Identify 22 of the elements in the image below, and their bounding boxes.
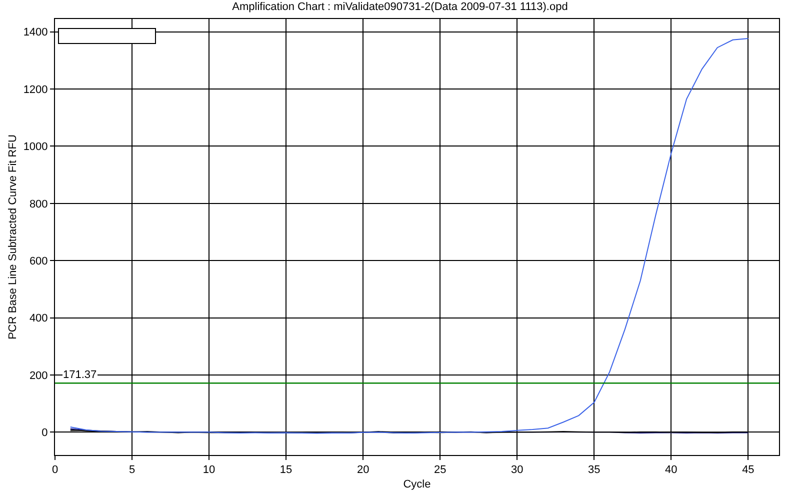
x-tick-label: 10 (202, 464, 216, 476)
y-tick-label: 200 (29, 370, 48, 382)
ref-line-label: 171.37 (63, 369, 97, 381)
x-tick-label: 15 (280, 464, 292, 476)
y-tick-label: 0 (42, 426, 48, 439)
x-axis-title: Cycle (403, 478, 431, 490)
y-tick-label: 1200 (23, 84, 48, 96)
x-tick-label: 30 (511, 464, 524, 476)
chart-title: Amplification Chart : miValidate090731-2(Data 2009-07-31 1113).opd (232, 1, 568, 14)
y-tick-label: 1400 (23, 26, 48, 39)
x-tick-label: 5 (128, 464, 136, 476)
y-tick-label: 600 (29, 255, 48, 268)
y-tick-label: 800 (29, 198, 48, 210)
x-tick-label: 45 (742, 464, 754, 476)
y-axis-title: PCR Base Line Subtracted Curve Fit RFU (6, 134, 19, 340)
x-tick-label: 35 (588, 464, 600, 476)
x-tick-label: 25 (434, 464, 446, 476)
x-tick-label: 20 (356, 464, 370, 476)
x-tick-label: 40 (665, 464, 678, 476)
y-tick-label: 400 (29, 312, 48, 325)
x-tick-label: 0 (52, 464, 58, 476)
y-tick-label: 1000 (23, 141, 48, 154)
